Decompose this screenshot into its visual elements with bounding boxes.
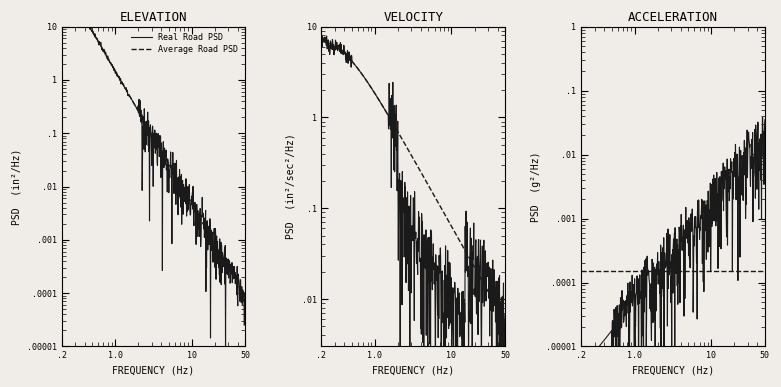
X-axis label: FREQUENCY (Hz): FREQUENCY (Hz) <box>372 366 455 376</box>
Average Road PSD <box>241 295 250 299</box>
Line: Average Road PSD: Average Road PSD <box>62 0 245 297</box>
Title: ELEVATION: ELEVATION <box>119 11 187 24</box>
Real Road PSD <box>195 206 205 211</box>
Average Road PSD <box>165 163 174 168</box>
Average Road PSD <box>180 188 189 193</box>
Average Road PSD <box>89 32 98 36</box>
Real Road PSD <box>90 33 99 38</box>
Real Road PSD <box>180 185 189 190</box>
Legend: Real Road PSD, Average Road PSD: Real Road PSD, Average Road PSD <box>129 31 241 57</box>
X-axis label: FREQUENCY (Hz): FREQUENCY (Hz) <box>632 366 714 376</box>
Real Road PSD <box>241 297 250 302</box>
Average Road PSD <box>195 216 205 220</box>
X-axis label: FREQUENCY (Hz): FREQUENCY (Hz) <box>112 366 194 376</box>
Real Road PSD <box>141 120 150 124</box>
Real Road PSD <box>166 166 175 171</box>
Line: Real Road PSD: Real Road PSD <box>62 0 245 349</box>
Average Road PSD <box>140 120 149 124</box>
Y-axis label: PSD  (in²/sec²/Hz): PSD (in²/sec²/Hz) <box>286 134 296 240</box>
Title: ACCELERATION: ACCELERATION <box>628 11 718 24</box>
Real Road PSD <box>105 58 114 63</box>
Average Road PSD <box>104 57 113 62</box>
Y-axis label: PSD  (g²/Hz): PSD (g²/Hz) <box>531 151 541 222</box>
Y-axis label: PSD  (in²/Hz): PSD (in²/Hz) <box>11 148 21 225</box>
Real Road PSD <box>221 347 230 351</box>
Title: VELOCITY: VELOCITY <box>383 11 443 24</box>
